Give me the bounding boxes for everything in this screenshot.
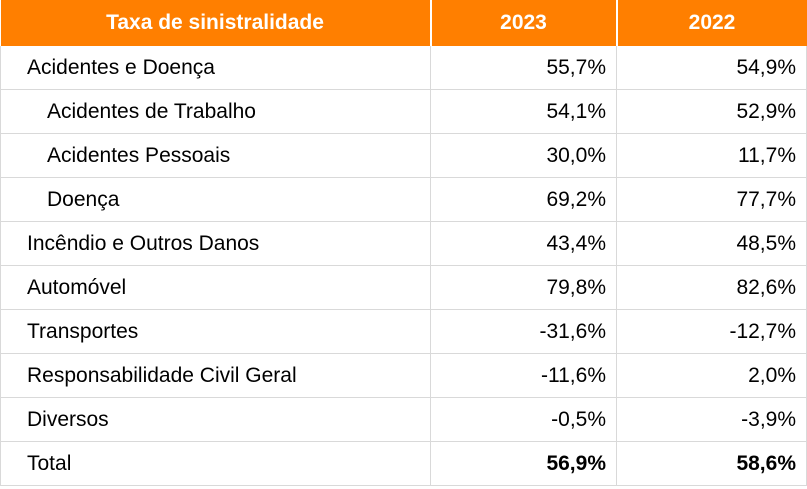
- value-2023: -0,5%: [430, 397, 617, 442]
- value-2023: -11,6%: [430, 353, 617, 398]
- value-2022: 82,6%: [616, 265, 807, 310]
- row-label: Diversos: [0, 397, 431, 442]
- header-label: Taxa de sinistralidade: [0, 0, 432, 46]
- row-label: Responsabilidade Civil Geral: [0, 353, 431, 398]
- value-2022: 11,7%: [616, 133, 807, 178]
- table-row: Responsabilidade Civil Geral -11,6% 2,0%: [0, 353, 807, 398]
- value-2023: 69,2%: [430, 177, 617, 222]
- table-row: Incêndio e Outros Danos 43,4% 48,5%: [0, 221, 807, 266]
- value-2023: 79,8%: [430, 265, 617, 310]
- value-2022: 77,7%: [616, 177, 807, 222]
- value-2022: 54,9%: [616, 46, 807, 90]
- total-value-2022: 58,6%: [616, 441, 807, 486]
- value-2023: -31,6%: [430, 309, 617, 354]
- row-label: Incêndio e Outros Danos: [0, 221, 431, 266]
- value-2023: 55,7%: [430, 46, 617, 90]
- table-row: Acidentes e Doença 55,7% 54,9%: [0, 46, 807, 90]
- value-2023: 54,1%: [430, 89, 617, 134]
- value-2022: 2,0%: [616, 353, 807, 398]
- row-label: Total: [0, 441, 431, 486]
- table-row: Acidentes de Trabalho 54,1% 52,9%: [0, 89, 807, 134]
- row-label: Doença: [0, 177, 431, 222]
- table-header: Taxa de sinistralidade 2023 2022: [0, 0, 807, 46]
- value-2022: -12,7%: [616, 309, 807, 354]
- table-row: Transportes -31,6% -12,7%: [0, 309, 807, 354]
- value-2022: 48,5%: [616, 221, 807, 266]
- row-label: Acidentes e Doença: [0, 46, 431, 90]
- header-2023: 2023: [430, 0, 618, 46]
- row-label: Transportes: [0, 309, 431, 354]
- row-label: Acidentes Pessoais: [0, 133, 431, 178]
- row-label: Automóvel: [0, 265, 431, 310]
- total-value-2023: 56,9%: [430, 441, 617, 486]
- value-2023: 30,0%: [430, 133, 617, 178]
- table-body: Acidentes e Doença 55,7% 54,9% Acidentes…: [0, 46, 807, 486]
- table-row: Acidentes Pessoais 30,0% 11,7%: [0, 133, 807, 178]
- table-row: Automóvel 79,8% 82,6%: [0, 265, 807, 310]
- table-row: Doença 69,2% 77,7%: [0, 177, 807, 222]
- value-2023: 43,4%: [430, 221, 617, 266]
- value-2022: -3,9%: [616, 397, 807, 442]
- row-label: Acidentes de Trabalho: [0, 89, 431, 134]
- table-row: Diversos -0,5% -3,9%: [0, 397, 807, 442]
- value-2022: 52,9%: [616, 89, 807, 134]
- header-2022: 2022: [616, 0, 807, 46]
- header-row: Taxa de sinistralidade 2023 2022: [0, 0, 807, 46]
- total-row: Total 56,9% 58,6%: [0, 441, 807, 486]
